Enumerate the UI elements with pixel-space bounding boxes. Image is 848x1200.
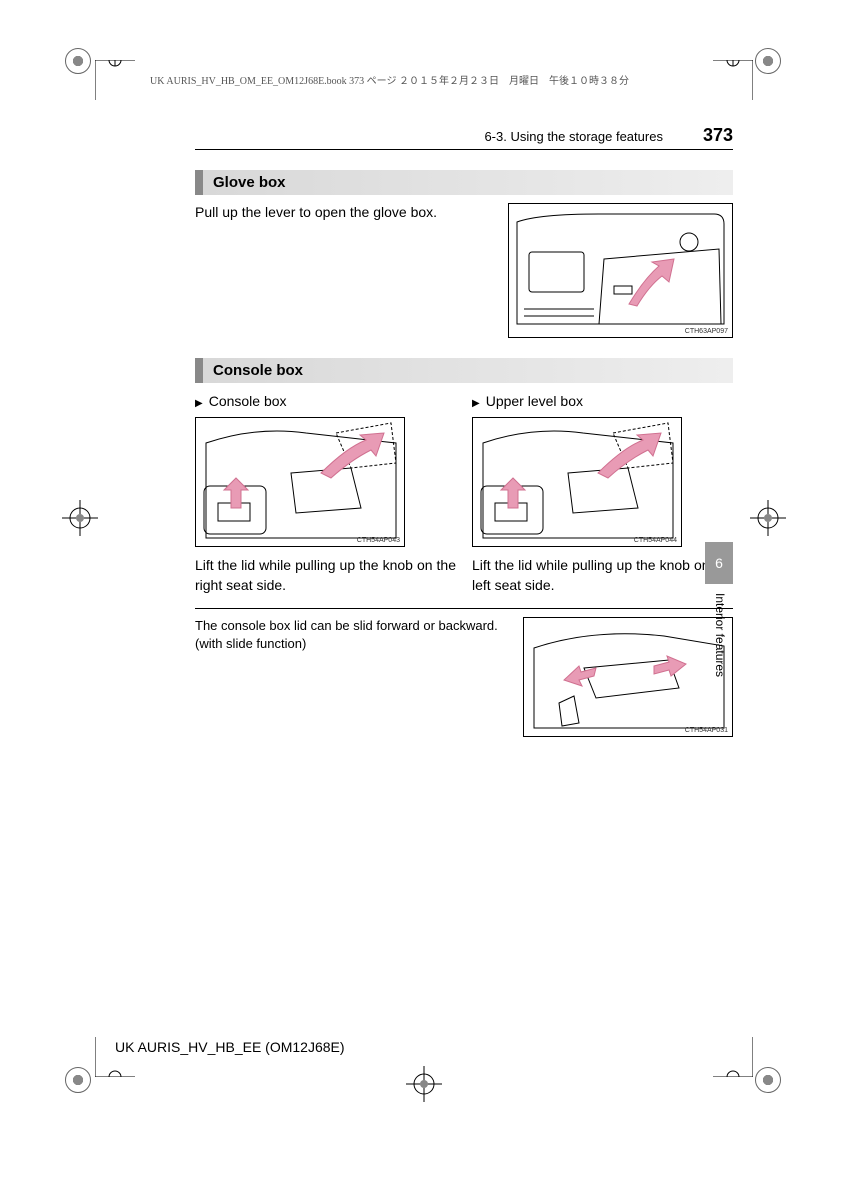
heading-console-box: Console box <box>195 358 733 383</box>
registration-mark-icon <box>750 500 786 536</box>
chapter-label: Interior features <box>713 593 727 677</box>
crop-mark-icon <box>755 1067 783 1095</box>
page-header: 6-3. Using the storage features 373 <box>195 125 733 150</box>
slide-function-text: The console box lid can be slid forward … <box>195 617 511 737</box>
page-number: 373 <box>703 125 733 146</box>
crop-line-icon <box>95 1064 135 1082</box>
slide-function-illustration: CTH54AP031 <box>523 617 733 737</box>
illustration-code: CTH54AP031 <box>685 727 728 734</box>
console-box-text: Lift the lid while pulling up the knob o… <box>195 555 456 596</box>
section-path: 6-3. Using the storage features <box>484 129 663 144</box>
upper-level-box-text: Lift the lid while pulling up the knob o… <box>472 555 733 596</box>
book-meta-text: UK AURIS_HV_HB_OM_EE_OM12J68E.book 373 ペ… <box>150 72 629 87</box>
heading-glove-box: Glove box <box>195 170 733 195</box>
registration-mark-icon <box>62 500 98 536</box>
illustration-code: CTH54AP044 <box>634 537 677 544</box>
crop-line-icon <box>713 60 753 105</box>
crop-mark-icon <box>755 48 783 76</box>
crop-line-icon <box>95 60 135 105</box>
glove-box-text: Pull up the lever to open the glove box. <box>195 203 496 338</box>
footer-text: UK AURIS_HV_HB_EE (OM12J68E) <box>115 1039 345 1055</box>
crop-line-icon <box>713 1064 753 1082</box>
illustration-code: CTH63AP097 <box>685 328 728 335</box>
crop-mark-icon <box>65 1067 93 1095</box>
illustration-code: CTH54AP043 <box>357 537 400 544</box>
console-box-illustration: CTH54AP043 <box>195 417 405 547</box>
console-box-label: Console box <box>195 393 456 409</box>
upper-level-box-label: Upper level box <box>472 393 733 409</box>
registration-mark-icon <box>406 1066 442 1102</box>
chapter-tab: 6 <box>705 542 733 584</box>
upper-level-box-illustration: CTH54AP044 <box>472 417 682 547</box>
crop-mark-icon <box>65 48 93 76</box>
glove-box-illustration: CTH63AP097 <box>508 203 733 338</box>
divider <box>195 608 733 609</box>
